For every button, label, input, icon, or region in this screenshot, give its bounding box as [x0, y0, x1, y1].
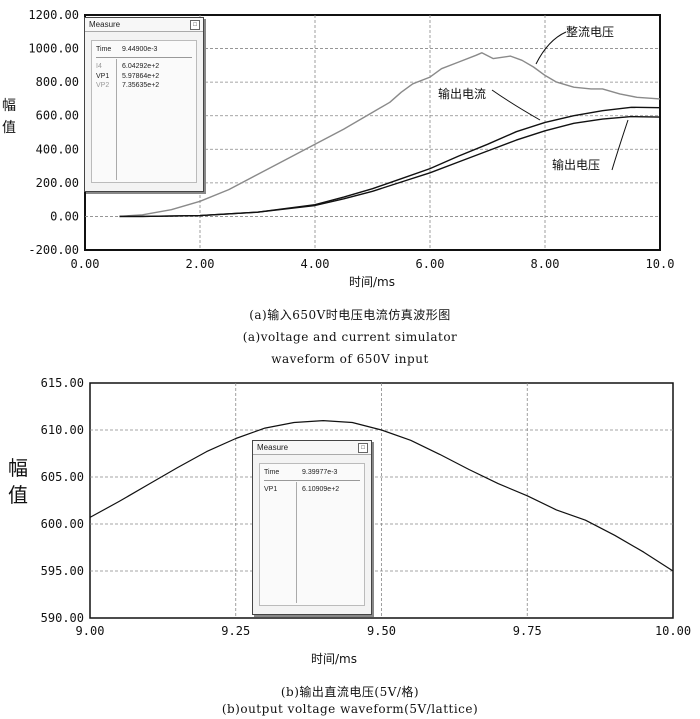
y-tick-label: 0.00 — [50, 209, 79, 223]
chart-b-ylabel-1: 幅 — [8, 456, 28, 480]
measure-key: VP2 — [96, 82, 110, 89]
measure-key: VP1 — [96, 73, 110, 80]
x-tick-label: 9.00 — [76, 624, 105, 638]
measure-value: 7.35635e+2 — [122, 82, 160, 89]
chart-a-series — [119, 52, 661, 218]
x-tick-label: 8.00 — [531, 257, 560, 271]
measure-dialog-a[interactable]: Measure □ Time 9.44900e-3 I4 6.04292e+2 … — [84, 17, 204, 192]
measure-dialog-a-title: Measure — [89, 20, 121, 29]
annotation-rectified-voltage: 整流电压 — [566, 24, 614, 39]
x-tick-label: 6.00 — [416, 257, 445, 271]
measure-dialog-b[interactable]: Measure □ Time 9.39977e-3 VP1 6.10909e+2 — [252, 440, 372, 615]
y-tick-label: 200.00 — [36, 176, 79, 190]
close-icon[interactable]: □ — [190, 20, 200, 30]
x-tick-label: 10.0 — [646, 257, 675, 271]
y-tick-label: 600.00 — [36, 109, 79, 123]
measure-dialog-b-table: Time 9.39977e-3 VP1 6.10909e+2 — [259, 463, 365, 606]
annotation-pointer-voltage — [611, 119, 629, 171]
y-tick-label: 800.00 — [36, 75, 79, 89]
series-line-b-0 — [89, 420, 674, 572]
x-tick-label: 4.00 — [301, 257, 330, 271]
close-icon[interactable]: □ — [358, 443, 368, 453]
measure-row: VP2 7.35635e+2 — [96, 81, 192, 90]
measure-key: Time — [96, 46, 112, 53]
annotation-pointer-rectified — [535, 31, 567, 65]
chart-b-xlabel: 时间/ms — [311, 652, 357, 666]
measure-dialog-a-header[interactable]: Measure □ — [85, 18, 203, 32]
measure-row: I4 6.04292e+2 — [96, 62, 192, 71]
measure-value: 6.04292e+2 — [122, 63, 160, 70]
annotation-pointer-current — [491, 89, 541, 121]
y-tick-label: 590.00 — [41, 611, 84, 625]
chart-a-xlabel: 时间/ms — [349, 275, 395, 289]
chart-b-ylabel-2: 值 — [8, 483, 28, 507]
y-tick-label: 605.00 — [41, 470, 84, 484]
caption-a-en-1: (a)voltage and current simulator — [242, 330, 458, 344]
x-tick-label: 9.25 — [221, 624, 250, 638]
chart-a-ticks: 0.00 2.00 4.00 6.00 8.00 10.0 1200.00 1000.00 80… — [28, 8, 674, 271]
chart-a-ylabel-2: 值 — [2, 120, 16, 136]
chart-b-series — [89, 420, 674, 572]
measure-key: VP1 — [264, 486, 278, 493]
x-tick-label: 9.50 — [367, 624, 396, 638]
y-tick-label: 400.00 — [36, 142, 79, 156]
y-tick-label: 610.00 — [41, 423, 84, 437]
measure-row-time: Time 9.44900e-3 — [96, 45, 192, 54]
x-tick-label: 2.00 — [186, 257, 215, 271]
caption-a-en-2: waveform of 650V input — [271, 352, 429, 366]
measure-dialog-b-title: Measure — [257, 443, 289, 452]
measure-value: 9.44900e-3 — [122, 46, 158, 53]
series-line-a-2 — [119, 115, 661, 218]
measure-row-time: Time 9.39977e-3 — [264, 468, 360, 477]
y-tick-label: 600.00 — [41, 517, 84, 531]
measure-key: Time — [264, 469, 280, 476]
measure-value: 5.97864e+2 — [122, 73, 160, 80]
x-tick-label: 9.75 — [513, 624, 542, 638]
measure-dialog-b-header[interactable]: Measure □ — [253, 441, 371, 455]
measure-row: VP1 5.97864e+2 — [96, 72, 192, 81]
chart-b-grid — [90, 383, 673, 618]
chart-a-ylabel-1: 幅 — [2, 98, 16, 114]
caption-b-cn: (b)输出直流电压(5V/格) — [280, 685, 420, 699]
annotation-output-current: 输出电流 — [438, 86, 486, 101]
y-tick-label: 1200.00 — [28, 8, 79, 22]
y-tick-label: 595.00 — [41, 564, 84, 578]
caption-b-en: (b)output voltage waveform(5V/lattice) — [221, 702, 479, 716]
chart-b: 9.00 9.25 9.50 9.75 10.00 615.00 610.00 605.00 6… — [8, 376, 691, 666]
annotation-output-voltage: 输出电压 — [552, 157, 600, 172]
y-tick-label: 1000.00 — [28, 42, 79, 56]
measure-value: 6.10909e+2 — [302, 486, 340, 493]
x-tick-label: 10.00 — [655, 624, 691, 638]
chart-b-ticks: 9.00 9.25 9.50 9.75 10.00 615.00 610.00 605.00 6… — [41, 376, 691, 638]
y-tick-label: 615.00 — [41, 376, 84, 390]
x-tick-label: 0.00 — [71, 257, 100, 271]
measure-row: VP1 6.10909e+2 — [264, 485, 360, 494]
caption-a-cn: (a)输入650V时电压电流仿真波形图 — [249, 308, 451, 322]
series-line-a-0 — [119, 52, 661, 218]
measure-key: I4 — [96, 63, 102, 70]
y-tick-label: -200.00 — [28, 243, 79, 257]
measure-dialog-a-table: Time 9.44900e-3 I4 6.04292e+2 VP1 5.9786… — [91, 40, 197, 183]
measure-value: 9.39977e-3 — [302, 469, 338, 476]
